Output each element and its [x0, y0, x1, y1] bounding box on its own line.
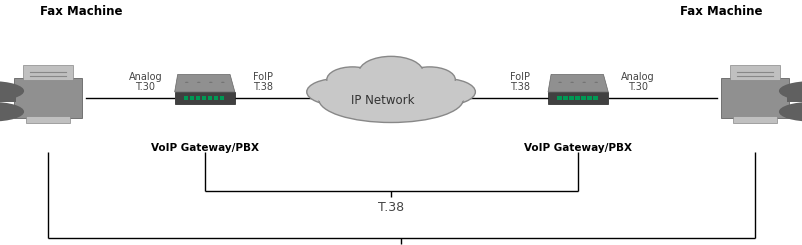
Text: Fax Machine: Fax Machine [679, 5, 762, 18]
Circle shape [778, 81, 802, 101]
Circle shape [0, 81, 24, 101]
Bar [201, 96, 206, 100]
Ellipse shape [358, 56, 423, 88]
Bar [22, 65, 73, 80]
Text: Fax Machine: Fax Machine [40, 5, 123, 18]
Text: T.30: T.30 [627, 82, 646, 92]
Text: T.38: T.38 [510, 82, 529, 92]
Ellipse shape [414, 80, 472, 104]
Bar [213, 96, 218, 100]
Polygon shape [547, 74, 608, 92]
Circle shape [221, 82, 225, 83]
Bar [732, 116, 776, 123]
Text: VoIP Gateway/PBX: VoIP Gateway/PBX [151, 143, 258, 153]
Ellipse shape [411, 78, 475, 105]
Text: IP Network: IP Network [350, 94, 415, 107]
Bar [0, 88, 16, 102]
Text: Analog: Analog [620, 72, 654, 82]
Bar [581, 96, 585, 100]
Circle shape [184, 82, 188, 83]
Ellipse shape [326, 78, 456, 120]
Bar [728, 65, 780, 80]
Circle shape [209, 82, 213, 83]
Circle shape [778, 102, 802, 122]
Bar [720, 78, 788, 118]
Bar [196, 96, 200, 100]
Text: VoIP Gateway/PBX: VoIP Gateway/PBX [524, 143, 631, 153]
Text: T.38: T.38 [378, 201, 404, 214]
Bar [786, 88, 802, 102]
Bar [586, 96, 591, 100]
Ellipse shape [362, 58, 419, 87]
Circle shape [581, 82, 585, 83]
Bar [220, 96, 224, 100]
Bar [189, 96, 194, 100]
Bar [574, 96, 579, 100]
Bar [175, 92, 234, 104]
Circle shape [593, 82, 597, 83]
Bar [184, 96, 188, 100]
Ellipse shape [310, 80, 367, 104]
Circle shape [569, 82, 573, 83]
Bar [14, 78, 82, 118]
Text: T.38: T.38 [253, 82, 272, 92]
Text: Analog: Analog [128, 72, 162, 82]
Ellipse shape [403, 67, 455, 92]
Bar [593, 96, 597, 100]
Bar [547, 92, 607, 104]
Ellipse shape [318, 76, 463, 122]
Circle shape [557, 82, 561, 83]
Ellipse shape [326, 67, 378, 92]
Bar [562, 96, 567, 100]
Text: T.30: T.30 [136, 82, 155, 92]
Bar [557, 96, 561, 100]
Text: FoIP: FoIP [510, 72, 529, 82]
Bar [569, 96, 573, 100]
Polygon shape [175, 74, 234, 92]
Circle shape [196, 82, 200, 83]
Ellipse shape [329, 68, 375, 91]
Ellipse shape [406, 68, 452, 91]
Bar [208, 96, 212, 100]
Text: FoIP: FoIP [253, 72, 272, 82]
Circle shape [0, 102, 24, 122]
Ellipse shape [306, 78, 371, 105]
Bar [26, 116, 70, 123]
